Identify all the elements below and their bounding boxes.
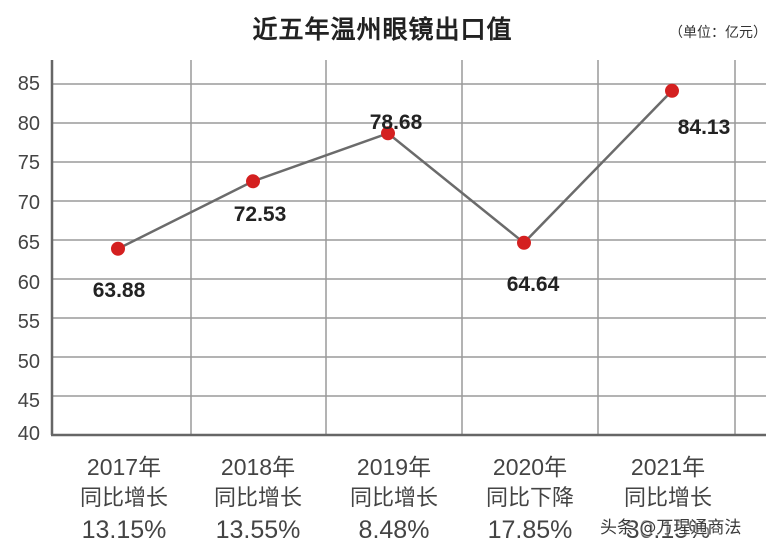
x-category-2017: 2017年 同比增长 13.15% bbox=[56, 452, 192, 546]
year-label: 2019年 bbox=[356, 454, 432, 480]
y-tick: 65 bbox=[17, 232, 40, 254]
year-label: 2017年 bbox=[86, 454, 162, 480]
data-label-2019: 78.68 bbox=[369, 111, 423, 134]
x-category-2018: 2018年 同比增长 13.55% bbox=[190, 452, 326, 546]
y-tick: 80 bbox=[17, 113, 40, 135]
data-markers bbox=[111, 83, 679, 256]
data-point-marker bbox=[246, 174, 260, 189]
y-tick: 50 bbox=[17, 351, 40, 373]
data-label-2018: 72.53 bbox=[233, 203, 287, 226]
y-tick: 45 bbox=[17, 390, 40, 412]
y-tick: 40 bbox=[17, 423, 40, 445]
year-label: 2020年 bbox=[492, 454, 568, 480]
y-tick: 85 bbox=[17, 73, 40, 95]
watermark: 头条 @万瑆通商法 bbox=[600, 518, 742, 538]
y-tick: 55 bbox=[17, 311, 40, 333]
yoy-pct: 13.15% bbox=[81, 516, 167, 544]
data-point-marker bbox=[111, 241, 125, 256]
data-point-marker bbox=[381, 126, 395, 141]
chart-title-text: 近五年温州眼镜出口值 bbox=[252, 15, 513, 44]
y-tick: 60 bbox=[17, 272, 40, 294]
chart-title: 近五年温州眼镜出口值 bbox=[0, 10, 781, 46]
yoy-desc: 同比增长 bbox=[213, 485, 302, 510]
yoy-desc: 同比增长 bbox=[349, 485, 438, 510]
data-point-marker bbox=[665, 83, 679, 98]
yoy-pct: 17.85% bbox=[487, 516, 573, 544]
x-category-2020: 2020年 同比下降 17.85% bbox=[462, 452, 598, 546]
yoy-desc: 同比增长 bbox=[79, 485, 168, 510]
data-label-2021: 84.13 bbox=[677, 116, 731, 139]
y-tick: 70 bbox=[17, 192, 40, 214]
yoy-pct: 8.48% bbox=[358, 516, 430, 544]
year-label: 2018年 bbox=[220, 454, 296, 480]
x-category-2019: 2019年 同比增长 8.48% bbox=[326, 452, 462, 546]
y-tick: 75 bbox=[17, 152, 40, 174]
yoy-pct: 13.55% bbox=[215, 516, 301, 544]
data-point-marker bbox=[517, 235, 531, 250]
gridlines bbox=[52, 60, 766, 435]
data-label-2017: 63.88 bbox=[92, 279, 146, 302]
unit-label: （单位：亿元） bbox=[669, 25, 767, 41]
yoy-pct: 30.15% bbox=[625, 516, 711, 544]
x-category-2021: 2021年 同比增长 30.15% bbox=[600, 452, 736, 546]
yoy-desc: 同比下降 bbox=[485, 485, 574, 510]
data-label-2020: 64.64 bbox=[506, 273, 560, 296]
yoy-desc: 同比增长 bbox=[623, 485, 712, 510]
year-label: 2021年 bbox=[630, 454, 706, 480]
